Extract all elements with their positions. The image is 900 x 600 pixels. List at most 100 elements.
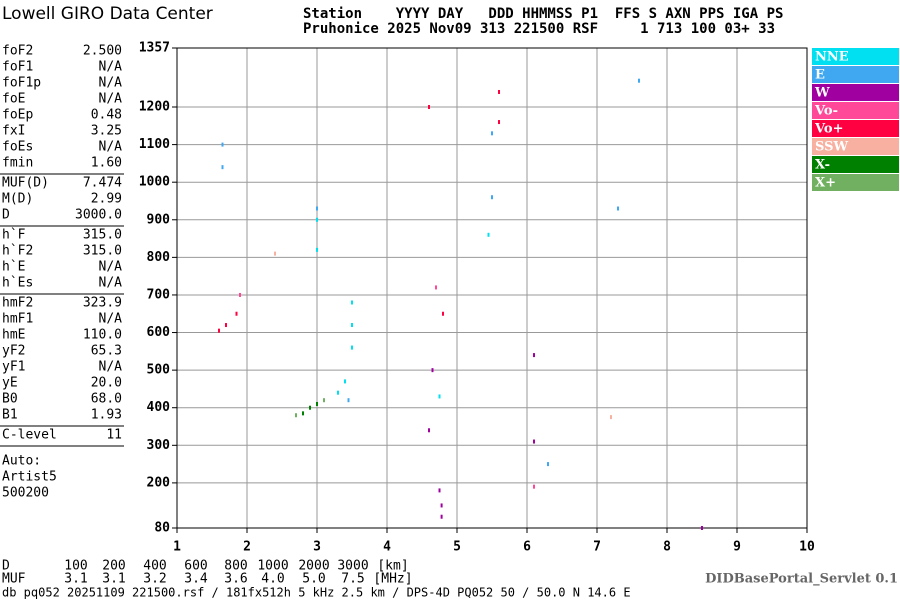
y-tick-label: 600 (147, 325, 171, 340)
point (487, 232, 490, 237)
muf-value: [MHz] (373, 572, 412, 587)
d-value: 1000 (257, 559, 288, 574)
param-name: h`E (2, 260, 25, 275)
point (351, 300, 353, 305)
point (533, 439, 535, 444)
d-value: 400 (143, 559, 166, 574)
param-name: foF1 (2, 60, 33, 75)
muf-label: MUF (2, 572, 26, 587)
point (302, 411, 304, 416)
legend-swatch (812, 84, 899, 101)
legend-label: X- (815, 158, 830, 173)
y-tick-label: 800 (147, 250, 171, 265)
x-tick-label: 4 (383, 540, 391, 555)
y-tick-label: 1200 (139, 100, 170, 115)
point (316, 247, 318, 252)
param-name: fmin (2, 156, 33, 171)
param-name: MUF(D) (2, 176, 49, 191)
param-value: N/A (99, 140, 123, 155)
d-value: 200 (102, 559, 125, 574)
param-name: foF2 (2, 44, 33, 59)
point (221, 165, 224, 170)
param-name: foEs (2, 140, 33, 155)
param-value: 3000.0 (75, 208, 122, 223)
param-value: 20.0 (91, 376, 122, 391)
param-name: C-level (2, 428, 57, 443)
y-tick-label: 1000 (139, 175, 170, 190)
param-value: N/A (99, 312, 123, 327)
point (491, 131, 493, 136)
y-tick-label: 900 (147, 212, 171, 227)
y-tick-label: 1100 (139, 137, 170, 152)
legend-label: E (815, 68, 825, 83)
point (218, 328, 220, 333)
param-value: N/A (99, 360, 123, 375)
point (533, 353, 535, 358)
point (617, 206, 619, 211)
param-name: fxI (2, 124, 25, 139)
x-tick-label: 5 (453, 540, 461, 555)
d-value: 2000 (298, 559, 329, 574)
param-name: h`Es (2, 276, 33, 291)
legend-swatch (812, 120, 899, 137)
legend-swatch (812, 138, 899, 155)
point (316, 206, 318, 211)
y-tick-label: 300 (147, 438, 171, 453)
param-value: 1.60 (91, 156, 122, 171)
point (438, 394, 441, 399)
param-value: 0.48 (91, 108, 122, 123)
point (547, 462, 549, 467)
param-value: 110.0 (83, 328, 122, 343)
point (638, 78, 640, 83)
legend-swatch (812, 174, 899, 191)
param-name: hmF1 (2, 312, 33, 327)
param-name: B0 (2, 392, 18, 407)
point (498, 89, 500, 94)
header-labels: Station YYYY DAY DDD HHMMSS P1 FFS S AXN… (303, 6, 783, 22)
d-value: 600 (184, 559, 207, 574)
param-value: N/A (99, 92, 123, 107)
legend-swatch (812, 48, 899, 65)
footer: db pq052 20251109 221500.rsf / 181fx512h… (2, 586, 631, 600)
legend-label: Vo+ (814, 122, 843, 137)
param-name: foEp (2, 108, 33, 123)
muf-value: 3.1 (64, 572, 87, 587)
param-value: 2.500 (83, 44, 122, 59)
x-tick-label: 3 (313, 540, 321, 555)
legend-swatch (812, 66, 899, 83)
point (428, 428, 430, 433)
param-value: 68.0 (91, 392, 122, 407)
d-value: 100 (64, 559, 87, 574)
point (435, 285, 437, 290)
point (235, 311, 238, 316)
point (316, 217, 318, 222)
param-value: N/A (99, 260, 123, 275)
param-name: foF1p (2, 76, 41, 91)
point (351, 323, 353, 328)
logo: Lowell GIRO Data Center (2, 4, 213, 24)
param-value: 315.0 (83, 244, 122, 259)
param-name: yF2 (2, 344, 25, 359)
muf-value: 7.5 (341, 572, 364, 587)
param-name: foE (2, 92, 25, 107)
param-value: 2.99 (91, 192, 122, 207)
x-tick-label: 6 (523, 540, 531, 555)
point (316, 401, 318, 406)
legend-swatch (812, 102, 899, 119)
param-value: 315.0 (83, 228, 122, 243)
param-name: hmE (2, 328, 25, 343)
point (239, 292, 241, 297)
point (701, 526, 703, 530)
point (274, 251, 276, 256)
param-value: 3.25 (91, 124, 122, 139)
x-tick-label: 7 (593, 540, 601, 555)
legend-label: NNE (815, 50, 849, 65)
point (438, 488, 441, 493)
point (351, 345, 353, 350)
legend-swatch (812, 156, 899, 173)
y-tick-label: 500 (147, 363, 171, 378)
point (610, 415, 612, 420)
header-values: Pruhonice 2025 Nov09 313 221500 RSF 1 71… (303, 21, 775, 37)
point (491, 195, 493, 200)
